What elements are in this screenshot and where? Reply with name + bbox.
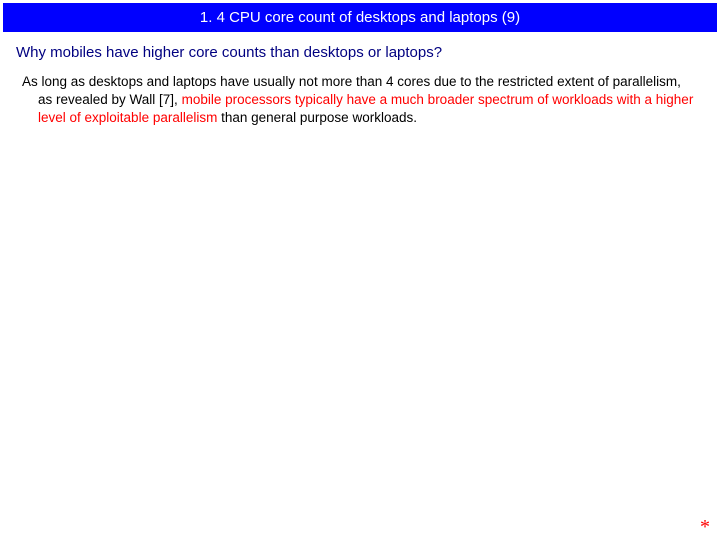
- footer-asterisk: *: [700, 516, 710, 539]
- slide-body: As long as desktops and laptops have usu…: [0, 69, 720, 128]
- slide-subtitle: Why mobiles have higher core counts than…: [0, 32, 720, 69]
- subtitle-text: Why mobiles have higher core counts than…: [16, 44, 442, 61]
- body-part2: than general purpose workloads.: [217, 110, 417, 125]
- slide-title-bar: 1. 4 CPU core count of desktops and lapt…: [3, 3, 717, 32]
- footer-mark-text: *: [700, 516, 710, 538]
- slide-title: 1. 4 CPU core count of desktops and lapt…: [200, 9, 520, 26]
- body-paragraph: As long as desktops and laptops have usu…: [22, 73, 698, 128]
